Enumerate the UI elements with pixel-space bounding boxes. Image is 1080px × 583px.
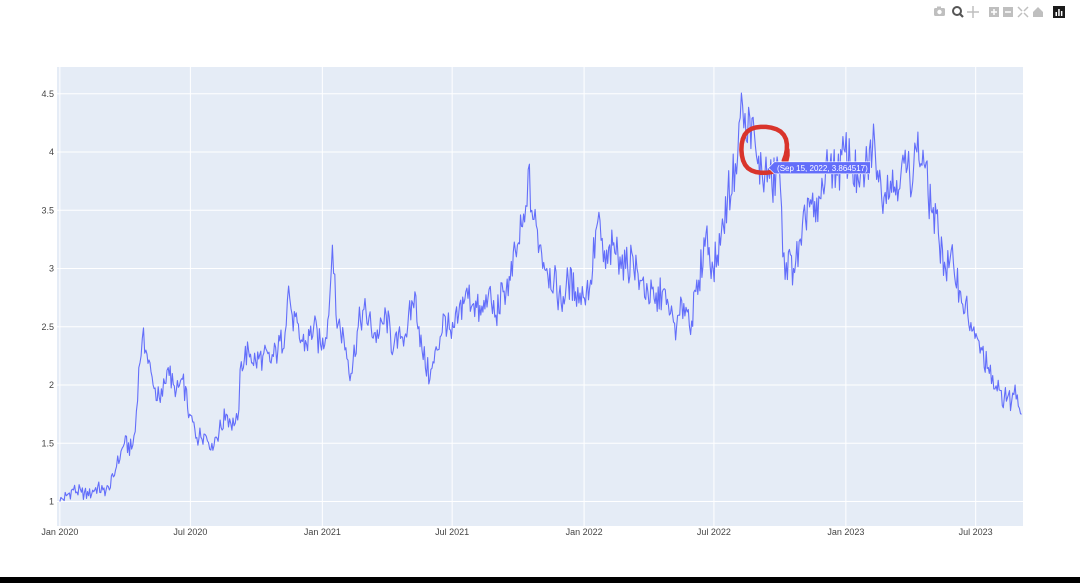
zoom-icon[interactable]: [952, 6, 964, 18]
x-tick-label: Jan 2020: [41, 527, 78, 537]
x-tick-label: Jul 2020: [173, 527, 207, 537]
y-tick-label: 3: [49, 264, 54, 274]
hover-box: [767, 161, 871, 175]
gridlines: [57, 67, 1023, 526]
y-tick-label: 1: [49, 497, 54, 507]
y-tick-label: 4: [49, 147, 54, 157]
zoom-in-icon[interactable]: [989, 7, 999, 17]
reset-axes-icon[interactable]: [1033, 7, 1043, 17]
camera-icon[interactable]: [934, 6, 945, 17]
autoscale-icon[interactable]: [1017, 6, 1029, 18]
frame-edge: [0, 577, 1080, 583]
y-tick-label: 2.5: [41, 322, 54, 332]
x-tick-label: Jul 2022: [697, 527, 731, 537]
hover-tooltip: (Sep 15, 2022, 3.864517): [767, 161, 871, 175]
x-tick-label: Jan 2023: [827, 527, 864, 537]
plot-area: [57, 67, 1023, 526]
x-tick-label: Jul 2021: [435, 527, 469, 537]
pan-icon[interactable]: [967, 6, 979, 18]
y-tick-label: 3.5: [41, 205, 54, 215]
y-tick-label: 4.5: [41, 89, 54, 99]
modebar: [932, 4, 1072, 20]
x-tick-label: Jul 2023: [959, 527, 993, 537]
zoom-out-icon[interactable]: [1003, 7, 1013, 17]
hover-label: (Sep 15, 2022, 3.864517): [777, 164, 868, 173]
y-tick-label: 1.5: [41, 438, 54, 448]
x-tick-label: Jan 2021: [304, 527, 341, 537]
x-tick-label: Jan 2022: [566, 527, 603, 537]
y-tick-label: 2: [49, 380, 54, 390]
x-axis-ticks: Jan 2020 Jul 2020 Jan 2021 Jul 2021 Jan 2022…: [41, 527, 992, 537]
y-axis-ticks: 1 1.5 2 2.5 3 3.5 4 4.5: [41, 89, 54, 507]
plotly-logo-icon[interactable]: [1053, 6, 1065, 18]
